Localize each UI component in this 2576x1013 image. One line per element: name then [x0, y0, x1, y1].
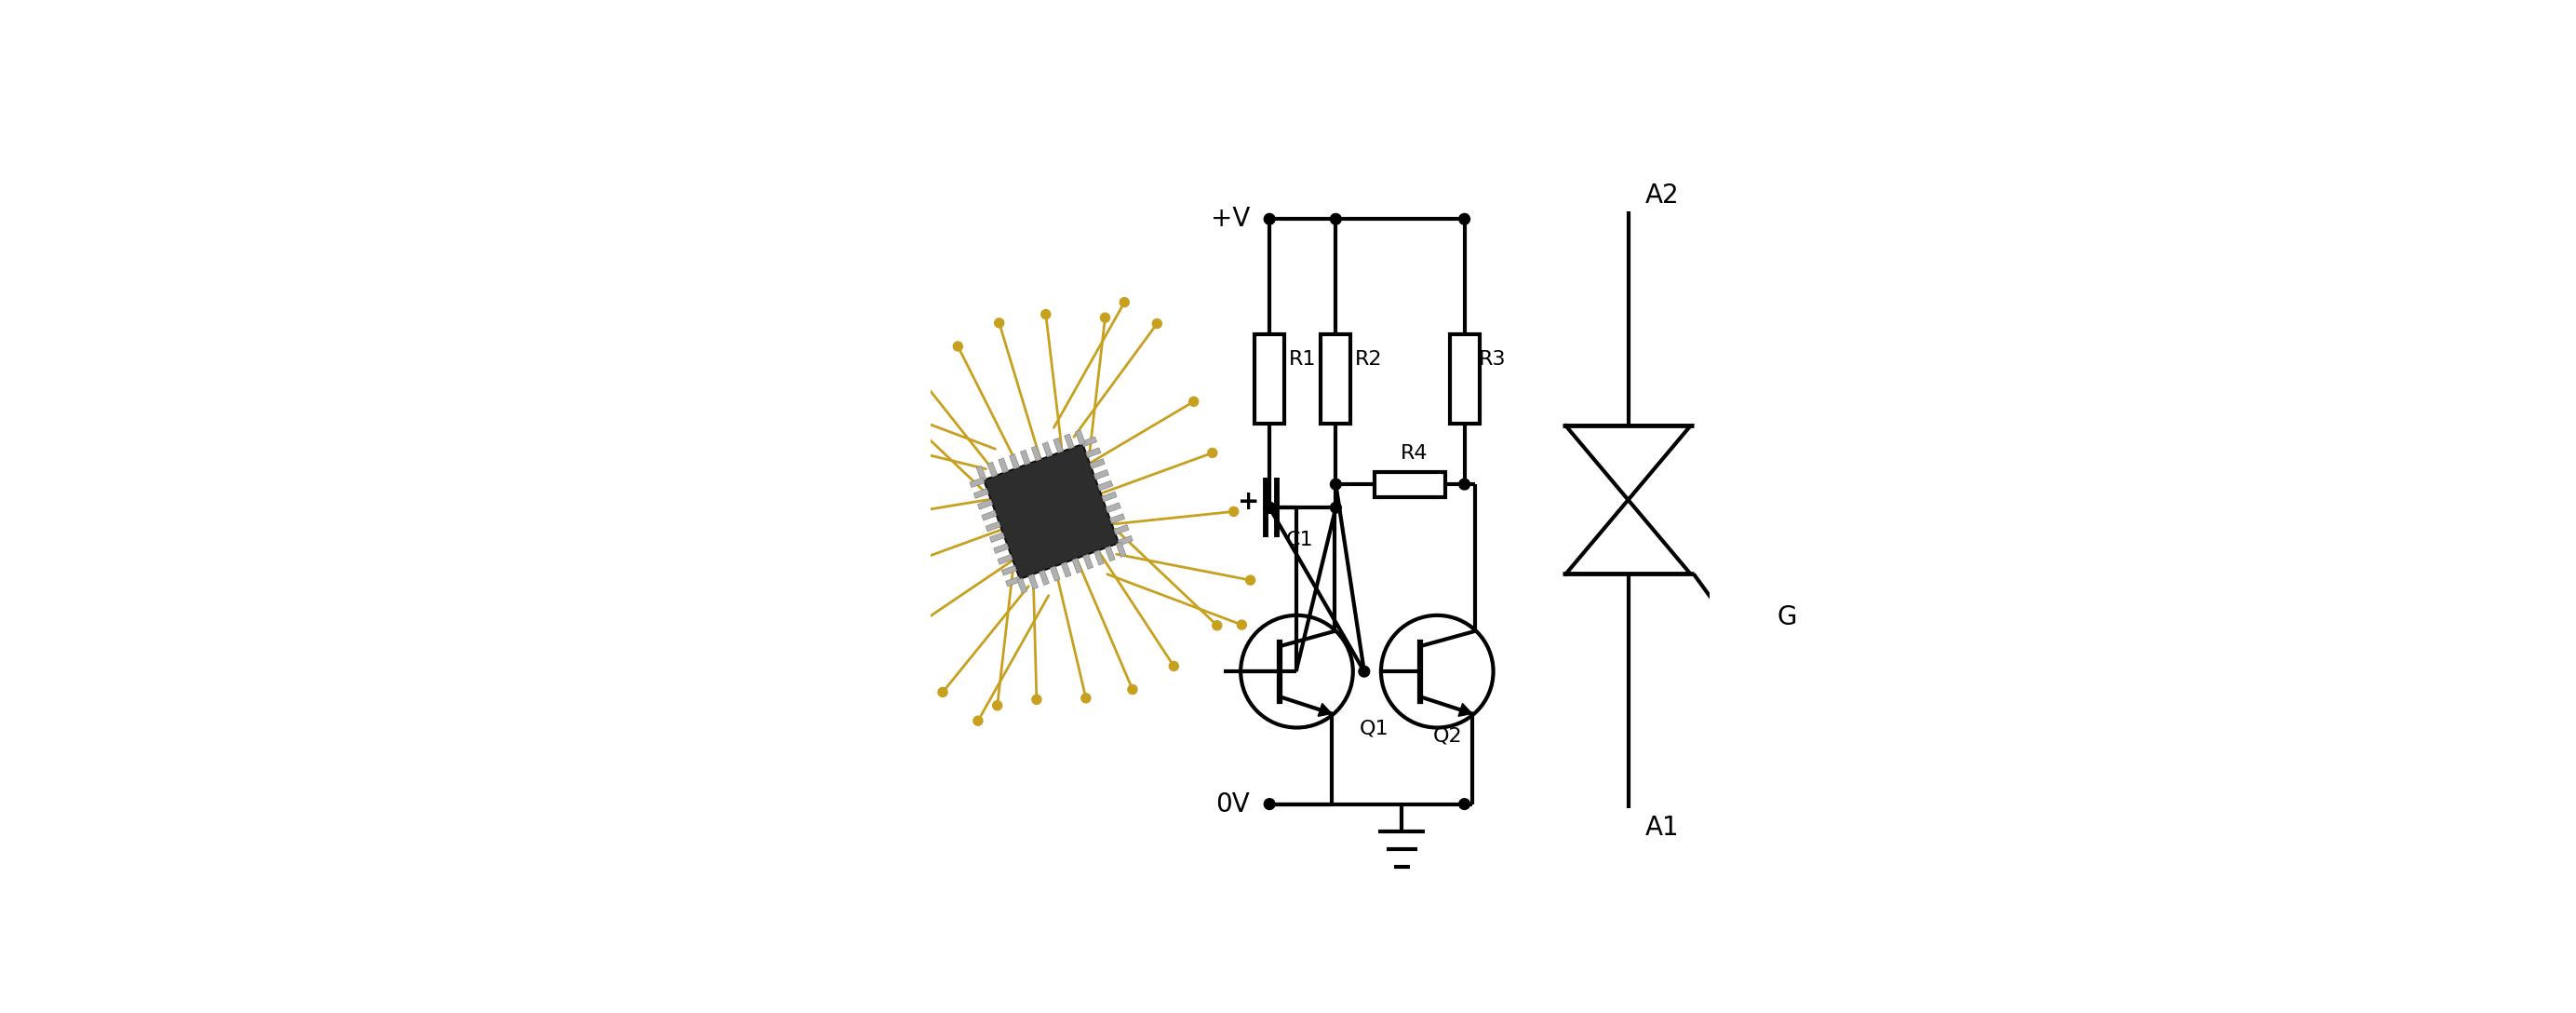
Circle shape	[1151, 319, 1162, 328]
Bar	[1095, 470, 1108, 479]
Bar	[987, 522, 999, 532]
Bar	[976, 466, 987, 481]
Circle shape	[1329, 479, 1342, 489]
Text: C1: C1	[1285, 531, 1314, 550]
Circle shape	[866, 515, 876, 524]
Bar	[1051, 566, 1061, 581]
Bar	[1084, 448, 1100, 458]
Bar	[1105, 502, 1121, 513]
Bar	[1074, 430, 1084, 445]
Bar	[984, 444, 1118, 579]
Polygon shape	[1319, 703, 1332, 716]
Bar	[1115, 542, 1126, 557]
Text: +V: +V	[1211, 206, 1249, 232]
Circle shape	[855, 394, 866, 403]
Circle shape	[1041, 310, 1051, 319]
Circle shape	[992, 701, 1002, 710]
Bar	[1072, 558, 1082, 573]
Bar	[987, 462, 997, 477]
Circle shape	[938, 688, 948, 697]
Text: R4: R4	[1399, 444, 1427, 462]
Circle shape	[1236, 620, 1247, 629]
Circle shape	[1458, 479, 1471, 489]
Text: +: +	[1236, 488, 1260, 515]
Bar	[1043, 442, 1051, 457]
Circle shape	[881, 393, 889, 402]
Circle shape	[1265, 798, 1275, 809]
Bar	[1321, 334, 1350, 423]
Text: R1: R1	[1288, 350, 1316, 369]
Bar	[1005, 576, 1020, 587]
Circle shape	[886, 565, 894, 575]
Bar	[1090, 459, 1105, 469]
Circle shape	[1329, 502, 1342, 514]
Bar	[1118, 536, 1133, 546]
Bar	[1110, 514, 1126, 524]
Bar	[1064, 434, 1074, 449]
Circle shape	[953, 341, 963, 350]
Bar	[989, 533, 1005, 542]
Bar	[1082, 437, 1097, 447]
Text: G: G	[1777, 604, 1798, 630]
Bar	[1097, 481, 1113, 490]
Bar	[1020, 450, 1030, 465]
Bar	[1376, 472, 1445, 496]
Circle shape	[1458, 798, 1471, 809]
Circle shape	[1247, 575, 1255, 585]
Bar	[1103, 491, 1118, 501]
Polygon shape	[1458, 703, 1471, 716]
Text: A2: A2	[1646, 182, 1680, 209]
Circle shape	[1229, 506, 1239, 517]
Bar	[1113, 525, 1128, 535]
Bar	[1450, 334, 1479, 423]
Bar	[1105, 546, 1115, 561]
Circle shape	[1265, 214, 1275, 225]
Text: R2: R2	[1355, 350, 1383, 369]
Circle shape	[1082, 694, 1090, 703]
Circle shape	[1208, 448, 1216, 458]
Circle shape	[914, 373, 925, 382]
Bar	[1002, 565, 1018, 575]
Circle shape	[1329, 214, 1342, 225]
Bar	[1010, 454, 1020, 469]
Bar	[1028, 574, 1038, 590]
Circle shape	[1100, 313, 1110, 322]
Circle shape	[845, 431, 855, 441]
Circle shape	[974, 716, 981, 725]
Circle shape	[1121, 298, 1128, 307]
Bar	[1054, 438, 1064, 453]
Bar	[969, 477, 984, 487]
Bar	[974, 488, 989, 498]
Text: Q1: Q1	[1360, 719, 1388, 737]
Circle shape	[1033, 695, 1041, 704]
Text: A1: A1	[1646, 814, 1680, 841]
Circle shape	[1265, 502, 1275, 514]
Bar	[1095, 550, 1105, 565]
Bar	[1038, 570, 1048, 586]
Bar	[999, 458, 1007, 473]
Circle shape	[1190, 397, 1198, 406]
Text: 0V: 0V	[1216, 791, 1249, 817]
Bar	[994, 544, 1010, 553]
Circle shape	[907, 624, 917, 633]
Circle shape	[994, 318, 1005, 327]
Bar	[1255, 334, 1285, 423]
Text: Q2: Q2	[1432, 727, 1463, 746]
Bar	[1082, 554, 1092, 569]
Bar	[979, 499, 992, 510]
Bar	[997, 554, 1012, 564]
Bar	[1018, 578, 1028, 594]
Circle shape	[1213, 621, 1221, 630]
Text: R3: R3	[1479, 350, 1507, 369]
Circle shape	[1458, 214, 1471, 225]
Bar	[1061, 562, 1072, 577]
Bar	[981, 511, 997, 521]
Circle shape	[1170, 661, 1177, 671]
Bar	[1030, 446, 1041, 461]
Circle shape	[1358, 666, 1370, 677]
Circle shape	[1265, 502, 1275, 514]
Circle shape	[1128, 685, 1136, 694]
